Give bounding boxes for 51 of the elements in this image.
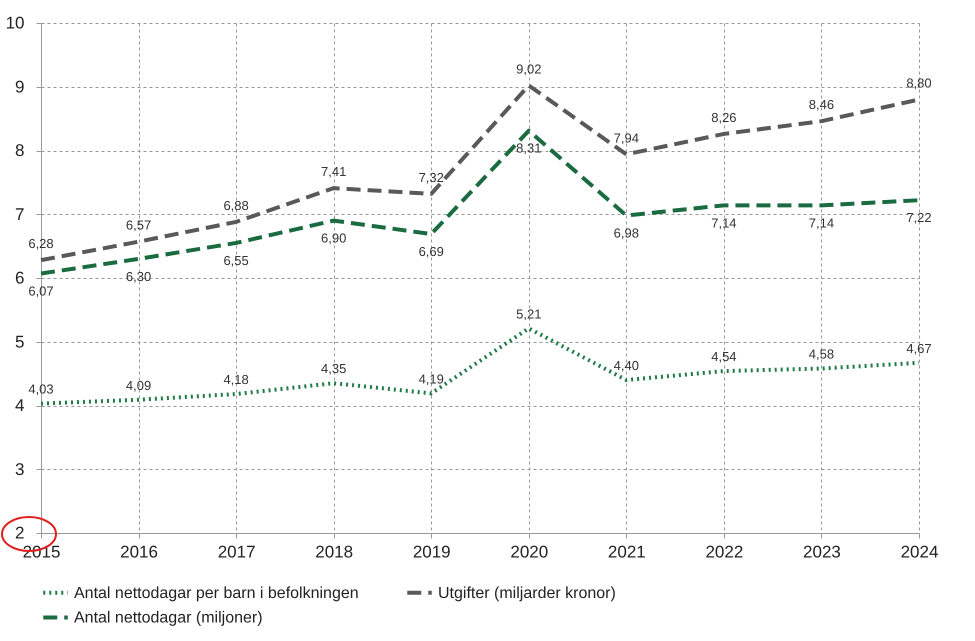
data-label: 4,40 [614, 358, 639, 373]
y-tick-label: 9 [15, 77, 24, 96]
y-tick-label: 2 [15, 524, 24, 542]
data-label: 7,32 [418, 170, 444, 185]
legend-label: Antal nettodagar (miljoner) [74, 610, 263, 626]
y-tick-label: 6 [15, 268, 24, 288]
data-label: 4,09 [126, 378, 152, 393]
y-tick-label: 4 [15, 396, 24, 415]
data-label: 9,02 [516, 61, 542, 76]
y-tick-label: 5 [15, 332, 24, 352]
data-label: 6,55 [223, 252, 249, 268]
data-label: 6,30 [126, 268, 152, 284]
x-tick-label: 2018 [315, 542, 354, 562]
data-label: 4,19 [418, 371, 444, 386]
data-label: 4,67 [906, 340, 932, 356]
data-label: 4,58 [808, 346, 834, 362]
data-label: 7,22 [906, 210, 932, 226]
data-label: 5,21 [516, 306, 542, 322]
data-label: 4,03 [28, 382, 54, 397]
x-tick-label: 2017 [218, 542, 256, 562]
data-label: 8,26 [711, 110, 737, 125]
data-label: 4,18 [223, 372, 249, 388]
x-tick-label: 2022 [705, 542, 744, 562]
y-tick-label: 3 [15, 460, 24, 479]
data-label: 4,54 [711, 349, 737, 364]
y-tick-label: 8 [15, 141, 24, 160]
x-tick-label: 2024 [900, 542, 938, 562]
x-tick-label: 2023 [803, 542, 841, 562]
legend-label: Antal nettodagar per barn i befolkningen [74, 584, 359, 602]
y-tick-label: 10 [6, 14, 24, 32]
data-label: 8,31 [516, 140, 542, 156]
data-label: 7,14 [808, 215, 834, 230]
x-tick-label: 2016 [120, 542, 158, 562]
data-label: 6,57 [126, 218, 152, 233]
data-label: 8,46 [808, 97, 834, 112]
y-tick-label: 7 [15, 204, 24, 224]
x-tick-label: 2019 [412, 542, 451, 562]
data-label: 6,98 [614, 226, 639, 241]
data-label: 6,07 [28, 284, 54, 299]
data-label: 4,35 [321, 361, 346, 376]
data-label: 6,90 [321, 230, 346, 246]
data-label: 6,88 [223, 198, 249, 213]
data-label: 6,69 [418, 244, 444, 260]
x-tick-label: 2020 [510, 542, 548, 562]
legend-label: Utgifter (miljarder kronor) [438, 584, 616, 602]
x-tick-label: 2021 [608, 542, 646, 562]
data-label: 7,14 [711, 215, 737, 230]
data-label: 8,80 [906, 76, 932, 90]
data-label: 7,94 [614, 130, 639, 146]
data-label: 7,41 [321, 164, 346, 180]
data-label: 6,28 [28, 236, 54, 252]
